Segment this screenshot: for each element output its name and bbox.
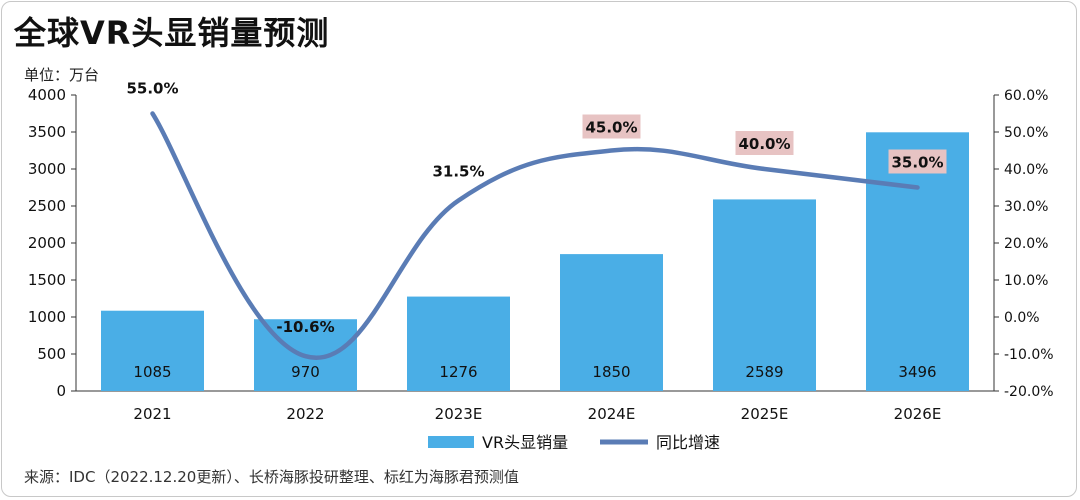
- bar-value-label: 970: [291, 363, 320, 381]
- right-axis-tick-label: 0.0%: [1004, 310, 1040, 326]
- left-axis-tick-label: 3000: [28, 160, 66, 178]
- bar-value-label: 2589: [745, 363, 783, 381]
- line-value-label: 55.0%: [126, 80, 178, 98]
- x-axis-tick-label: 2026E: [894, 405, 942, 423]
- bar: [101, 310, 204, 391]
- line-value-label: 35.0%: [891, 154, 943, 172]
- legend-bar-swatch: [428, 436, 474, 448]
- bar: [560, 254, 663, 391]
- left-axis-tick-label: 4000: [28, 86, 66, 104]
- left-axis-tick-label: 500: [37, 345, 66, 363]
- highlight-box: [582, 114, 641, 139]
- line-value-label: -10.6%: [276, 318, 334, 336]
- right-axis-tick-label: 30.0%: [1004, 199, 1048, 215]
- bar: [866, 132, 969, 391]
- source-note: 来源：IDC（2022.12.20更新）、长桥海豚投研整理、标红为海豚君预测值: [24, 468, 519, 486]
- left-axis-tick-label: 0: [56, 382, 66, 400]
- bar-value-label: 1276: [439, 363, 477, 381]
- bar-value-label: 1085: [133, 363, 171, 381]
- growth-line: [150, 111, 920, 361]
- bar: [407, 296, 510, 391]
- x-axis-tick-label: 2022: [286, 405, 324, 423]
- x-axis-tick-label: 2021: [133, 405, 171, 423]
- right-axis-tick-label: 50.0%: [1004, 125, 1048, 141]
- bar: [713, 199, 816, 391]
- right-axis-tick-label: 10.0%: [1004, 273, 1048, 289]
- bar-value-label: 1850: [592, 363, 630, 381]
- legend-line-label: 同比增速: [656, 433, 720, 452]
- right-axis-tick-label: -20.0%: [1004, 384, 1054, 400]
- left-axis-tick-label: 1500: [28, 271, 66, 289]
- x-axis-tick-label: 2023E: [435, 405, 483, 423]
- unit-label: 单位：万台: [24, 66, 100, 84]
- legend-bar-label: VR头显销量: [482, 433, 568, 452]
- highlight-box: [888, 149, 947, 174]
- x-axis-tick-label: 2024E: [588, 405, 636, 423]
- chart-title: 全球VR头显销量预测: [14, 14, 330, 52]
- left-axis-tick-label: 2500: [28, 197, 66, 215]
- right-axis-tick-label: 20.0%: [1004, 236, 1048, 252]
- line-value-label: 45.0%: [585, 119, 637, 137]
- x-axis-tick-label: 2025E: [741, 405, 789, 423]
- line-value-label: 40.0%: [738, 135, 790, 153]
- highlight-box: [735, 131, 794, 155]
- bar-value-label: 3496: [898, 363, 936, 381]
- line-value-label: 31.5%: [432, 162, 484, 180]
- right-axis-tick-label: 40.0%: [1004, 162, 1048, 178]
- left-axis-tick-label: 1000: [28, 308, 66, 326]
- left-axis-tick-label: 3500: [28, 123, 66, 141]
- right-axis-tick-label: -10.0%: [1004, 347, 1054, 363]
- right-axis-tick-label: 60.0%: [1004, 88, 1048, 104]
- left-axis-tick-label: 2000: [28, 234, 66, 252]
